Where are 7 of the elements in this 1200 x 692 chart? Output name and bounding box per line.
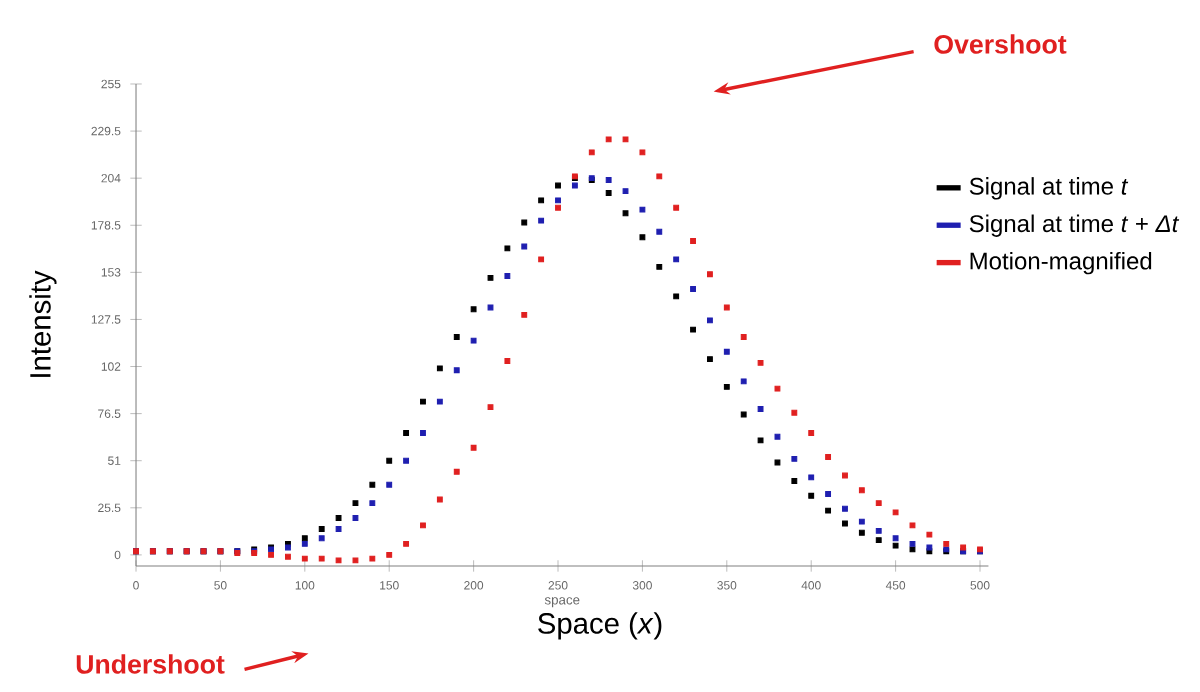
text: Space (x) — [538, 612, 662, 640]
legend-label: Signal at time t — [969, 177, 1129, 200]
text: Overshoot — [934, 34, 1067, 54]
y-axis-title: Intensity — [29, 270, 57, 377]
legend-label: Motion-magnified — [970, 251, 1152, 275]
text: Undershoot — [76, 654, 225, 674]
legend-label: Signal at time t + Δt — [969, 214, 1180, 237]
